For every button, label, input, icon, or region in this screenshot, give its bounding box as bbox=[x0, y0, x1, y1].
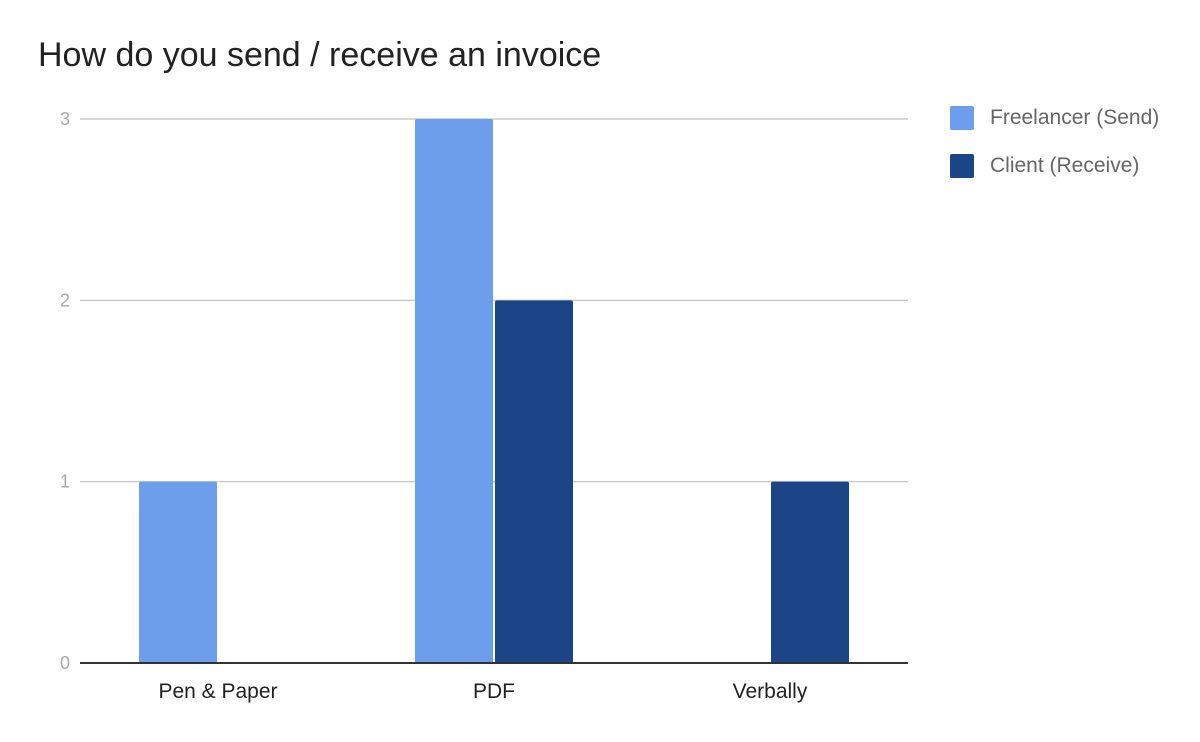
bar-freelancer-1 bbox=[415, 119, 493, 663]
x-tick-label: PDF bbox=[473, 680, 515, 703]
x-tick-label: Verbally bbox=[733, 680, 808, 703]
x-axis-ticks: Pen & Paper PDF Verbally bbox=[158, 680, 807, 703]
bars bbox=[139, 119, 849, 663]
y-tick-label: 3 bbox=[60, 109, 70, 129]
legend-item-client: Client (Receive) bbox=[950, 154, 1159, 178]
bar-client-1 bbox=[495, 300, 573, 663]
y-tick-label: 0 bbox=[60, 653, 70, 673]
chart-title: How do you send / receive an invoice bbox=[38, 36, 602, 74]
x-tick-label: Pen & Paper bbox=[158, 680, 277, 703]
legend-item-freelancer: Freelancer (Send) bbox=[950, 106, 1159, 130]
gridlines bbox=[80, 118, 908, 483]
legend-swatch-client bbox=[950, 154, 974, 178]
bar-client-2 bbox=[771, 481, 849, 663]
legend: Freelancer (Send) Client (Receive) bbox=[950, 106, 1159, 202]
bar-freelancer-0 bbox=[139, 481, 217, 663]
y-axis-ticks: 0 1 2 3 bbox=[60, 109, 70, 673]
legend-label-freelancer: Freelancer (Send) bbox=[990, 106, 1160, 129]
legend-label-client: Client (Receive) bbox=[990, 154, 1140, 177]
legend-swatch-freelancer bbox=[950, 106, 974, 130]
y-tick-label: 1 bbox=[60, 472, 70, 492]
y-tick-label: 2 bbox=[60, 290, 70, 310]
